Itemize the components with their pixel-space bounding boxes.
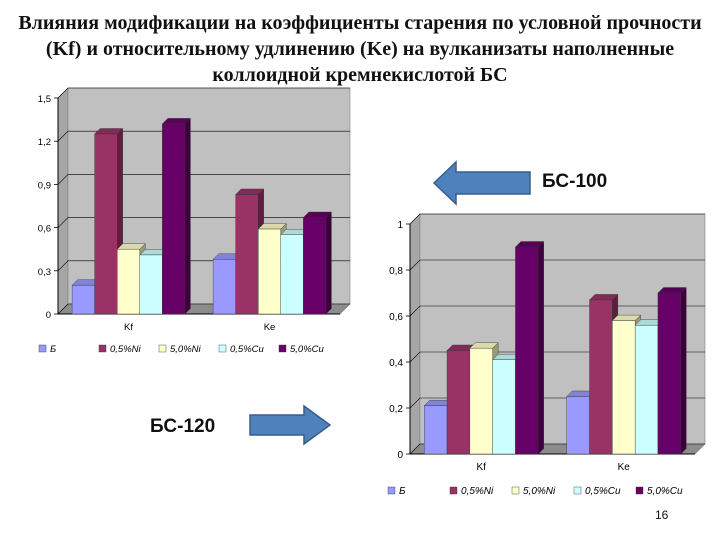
y-tick-label: 1,5 [38,94,51,105]
bar [94,133,118,315]
y-tick-label: 0 [397,450,403,461]
gridline [409,213,705,225]
gridline [409,259,705,271]
bar [303,217,327,315]
bar [424,405,448,455]
right-arrow-icon [249,404,332,446]
gridline [57,87,350,99]
x-tick-label: Ke [264,322,276,333]
legend-swatch [511,486,520,495]
bar [566,396,590,455]
legend-swatch [449,486,458,495]
slide-title: Влияния модификации на коэффициенты стар… [18,12,702,86]
bar [634,324,659,455]
bar [446,350,471,455]
bar [657,292,681,455]
bar-side [184,117,191,315]
legend-swatch [38,344,47,353]
bar [515,246,539,455]
legend-label: 0,5%Cu [230,344,265,355]
legend-label: 5,0%Cu [647,486,683,497]
x-tick-label: Ke [618,462,631,473]
bar [469,347,493,455]
bar-side [680,287,687,455]
legend-label: 0,5%Ni [110,344,142,355]
label-bs100: БС-100 [542,171,608,192]
y-tick-label: 0,6 [389,312,403,323]
x-tick-label: Kf [124,322,133,333]
bar [235,194,259,315]
bar [212,259,236,315]
legend-label: 5,0%Ni [523,486,556,497]
legend-label: 5,0%Cu [290,344,325,355]
side-wall [409,213,421,455]
bar [612,320,636,455]
bar [589,299,613,455]
left-arrow-icon [432,160,531,206]
legend-label: 5,0%Ni [170,344,202,355]
y-tick-label: 0,3 [38,267,51,278]
bar [258,228,281,315]
gridline [57,174,350,185]
legend-swatch [98,344,107,353]
legend-swatch [158,344,167,353]
legend-swatch [218,344,227,353]
legend-swatch [278,344,287,353]
label-bs120: БС-120 [150,416,216,437]
y-tick-label: 0 [46,310,51,321]
bar [162,123,186,315]
page-number: 16 [655,508,669,522]
legend-swatch [387,486,396,495]
x-tick-label: Kf [477,462,487,473]
legend-swatch [635,486,644,495]
chart-bs120: 0 0,2 0,4 0,6 0,8 1 Kf Ke Б 0,5%Ni 5,0%Ni 0,5%Cu 5,0… [387,213,706,497]
y-tick-label: 1 [397,220,403,231]
y-tick-label: 0,2 [389,404,403,415]
legend-label: Б [50,344,56,355]
y-tick-label: 0,6 [38,224,51,235]
gridline [57,130,350,142]
y-tick-label: 0,9 [38,180,51,191]
legend-label: 0,5%Ni [461,486,494,497]
bar-side [325,211,332,315]
bar [117,248,140,315]
y-tick-label: 0,4 [389,358,403,369]
y-tick-label: 0,8 [389,266,403,277]
bar [71,284,95,315]
bar [492,359,516,455]
legend-label: 0,5%Cu [585,486,621,497]
y-tick-label: 1,2 [38,137,51,148]
side-wall [57,87,69,315]
bar-side [538,241,544,455]
chart-bs100: 0 0,3 0,6 0,9 1,2 1,5 Kf Ke Б 0,5%Ni 5,0%Ni 0,5%Cu 5… [38,87,351,355]
bar [139,254,163,315]
legend-swatch [573,486,582,495]
bar [280,234,304,315]
legend-label: Б [399,486,406,497]
